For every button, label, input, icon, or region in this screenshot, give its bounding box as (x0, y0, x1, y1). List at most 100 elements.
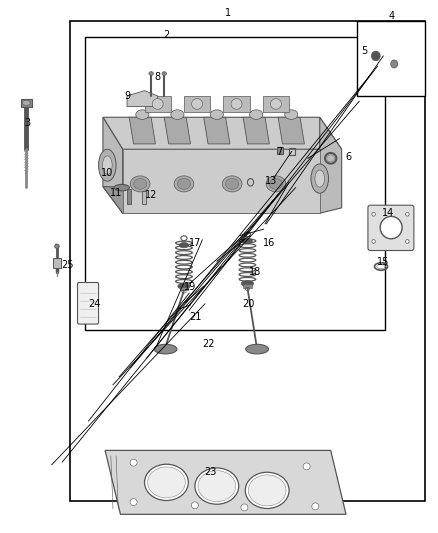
Polygon shape (103, 187, 320, 213)
Ellipse shape (270, 99, 281, 109)
FancyBboxPatch shape (368, 205, 414, 251)
Ellipse shape (130, 459, 137, 466)
Ellipse shape (102, 156, 112, 175)
Polygon shape (105, 450, 346, 514)
Ellipse shape (245, 472, 289, 508)
Text: 24: 24 (88, 299, 100, 309)
Ellipse shape (241, 504, 248, 511)
Ellipse shape (246, 344, 268, 354)
Polygon shape (204, 117, 230, 144)
Ellipse shape (191, 502, 198, 508)
Text: 19: 19 (184, 282, 197, 292)
Ellipse shape (210, 110, 223, 119)
Ellipse shape (223, 176, 242, 192)
Polygon shape (184, 96, 210, 112)
Ellipse shape (131, 176, 150, 192)
Ellipse shape (179, 243, 189, 248)
Polygon shape (164, 117, 191, 144)
Ellipse shape (303, 463, 310, 470)
Polygon shape (129, 117, 155, 144)
Text: 10: 10 (101, 168, 113, 178)
Text: 3: 3 (24, 118, 30, 127)
Ellipse shape (148, 467, 185, 498)
Ellipse shape (269, 179, 283, 189)
Ellipse shape (130, 499, 137, 505)
Ellipse shape (241, 280, 254, 287)
Bar (357, 21, 425, 96)
Polygon shape (278, 117, 304, 144)
Polygon shape (103, 117, 123, 213)
Ellipse shape (406, 212, 409, 216)
Text: 20: 20 (243, 299, 255, 309)
Text: 13: 13 (265, 176, 277, 186)
Text: 2: 2 (163, 30, 170, 39)
Ellipse shape (372, 212, 375, 216)
Bar (53, 258, 61, 268)
Ellipse shape (285, 110, 298, 119)
Ellipse shape (371, 51, 380, 61)
Ellipse shape (192, 99, 202, 109)
Ellipse shape (243, 238, 252, 244)
Ellipse shape (266, 176, 286, 192)
Bar (142, 191, 146, 204)
Text: 12: 12 (145, 190, 157, 199)
Ellipse shape (315, 170, 325, 187)
Ellipse shape (134, 179, 147, 189)
Bar (243, 284, 252, 288)
Ellipse shape (250, 110, 263, 119)
Polygon shape (103, 117, 342, 149)
Text: 25: 25 (62, 261, 74, 270)
Polygon shape (263, 96, 289, 112)
Ellipse shape (178, 284, 190, 289)
Bar (277, 147, 283, 154)
Ellipse shape (380, 216, 402, 239)
Ellipse shape (136, 110, 149, 119)
Text: 7: 7 (276, 147, 283, 157)
Text: 21: 21 (190, 312, 202, 322)
Ellipse shape (248, 475, 286, 506)
Ellipse shape (114, 184, 130, 191)
Ellipse shape (195, 468, 239, 504)
Text: 17: 17 (189, 238, 201, 247)
Ellipse shape (154, 344, 177, 354)
Ellipse shape (162, 72, 166, 76)
Ellipse shape (406, 239, 409, 243)
Text: 14: 14 (381, 208, 394, 218)
Polygon shape (21, 99, 32, 107)
Ellipse shape (149, 72, 153, 76)
Bar (85, 37, 385, 330)
Text: 22: 22 (202, 339, 214, 349)
Text: 16: 16 (263, 238, 276, 247)
Text: 4: 4 (389, 11, 395, 21)
Text: 11: 11 (110, 188, 122, 198)
Bar (289, 148, 295, 155)
Text: 1: 1 (225, 9, 231, 18)
Ellipse shape (312, 503, 319, 510)
Ellipse shape (152, 99, 163, 109)
Ellipse shape (226, 179, 239, 189)
FancyBboxPatch shape (78, 282, 99, 324)
Ellipse shape (55, 244, 59, 248)
Ellipse shape (311, 164, 328, 193)
Polygon shape (127, 91, 158, 107)
Bar (70, 21, 425, 501)
Ellipse shape (99, 149, 116, 181)
Text: 8: 8 (155, 72, 161, 82)
Ellipse shape (231, 99, 242, 109)
Ellipse shape (198, 471, 236, 502)
Bar (180, 287, 188, 290)
Ellipse shape (372, 239, 375, 243)
Ellipse shape (174, 176, 194, 192)
Polygon shape (243, 117, 269, 144)
Polygon shape (320, 117, 342, 213)
Text: 9: 9 (124, 91, 130, 101)
Text: 18: 18 (249, 267, 261, 277)
Text: 23: 23 (204, 467, 216, 477)
Ellipse shape (177, 179, 191, 189)
Ellipse shape (391, 60, 398, 68)
Bar (127, 189, 131, 204)
Ellipse shape (145, 464, 188, 500)
Ellipse shape (171, 110, 184, 119)
Text: 5: 5 (361, 46, 367, 55)
Polygon shape (223, 96, 250, 112)
